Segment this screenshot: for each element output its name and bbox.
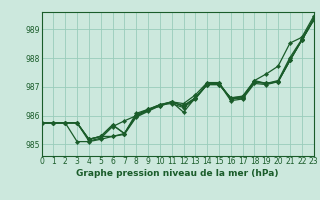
X-axis label: Graphe pression niveau de la mer (hPa): Graphe pression niveau de la mer (hPa) [76, 169, 279, 178]
